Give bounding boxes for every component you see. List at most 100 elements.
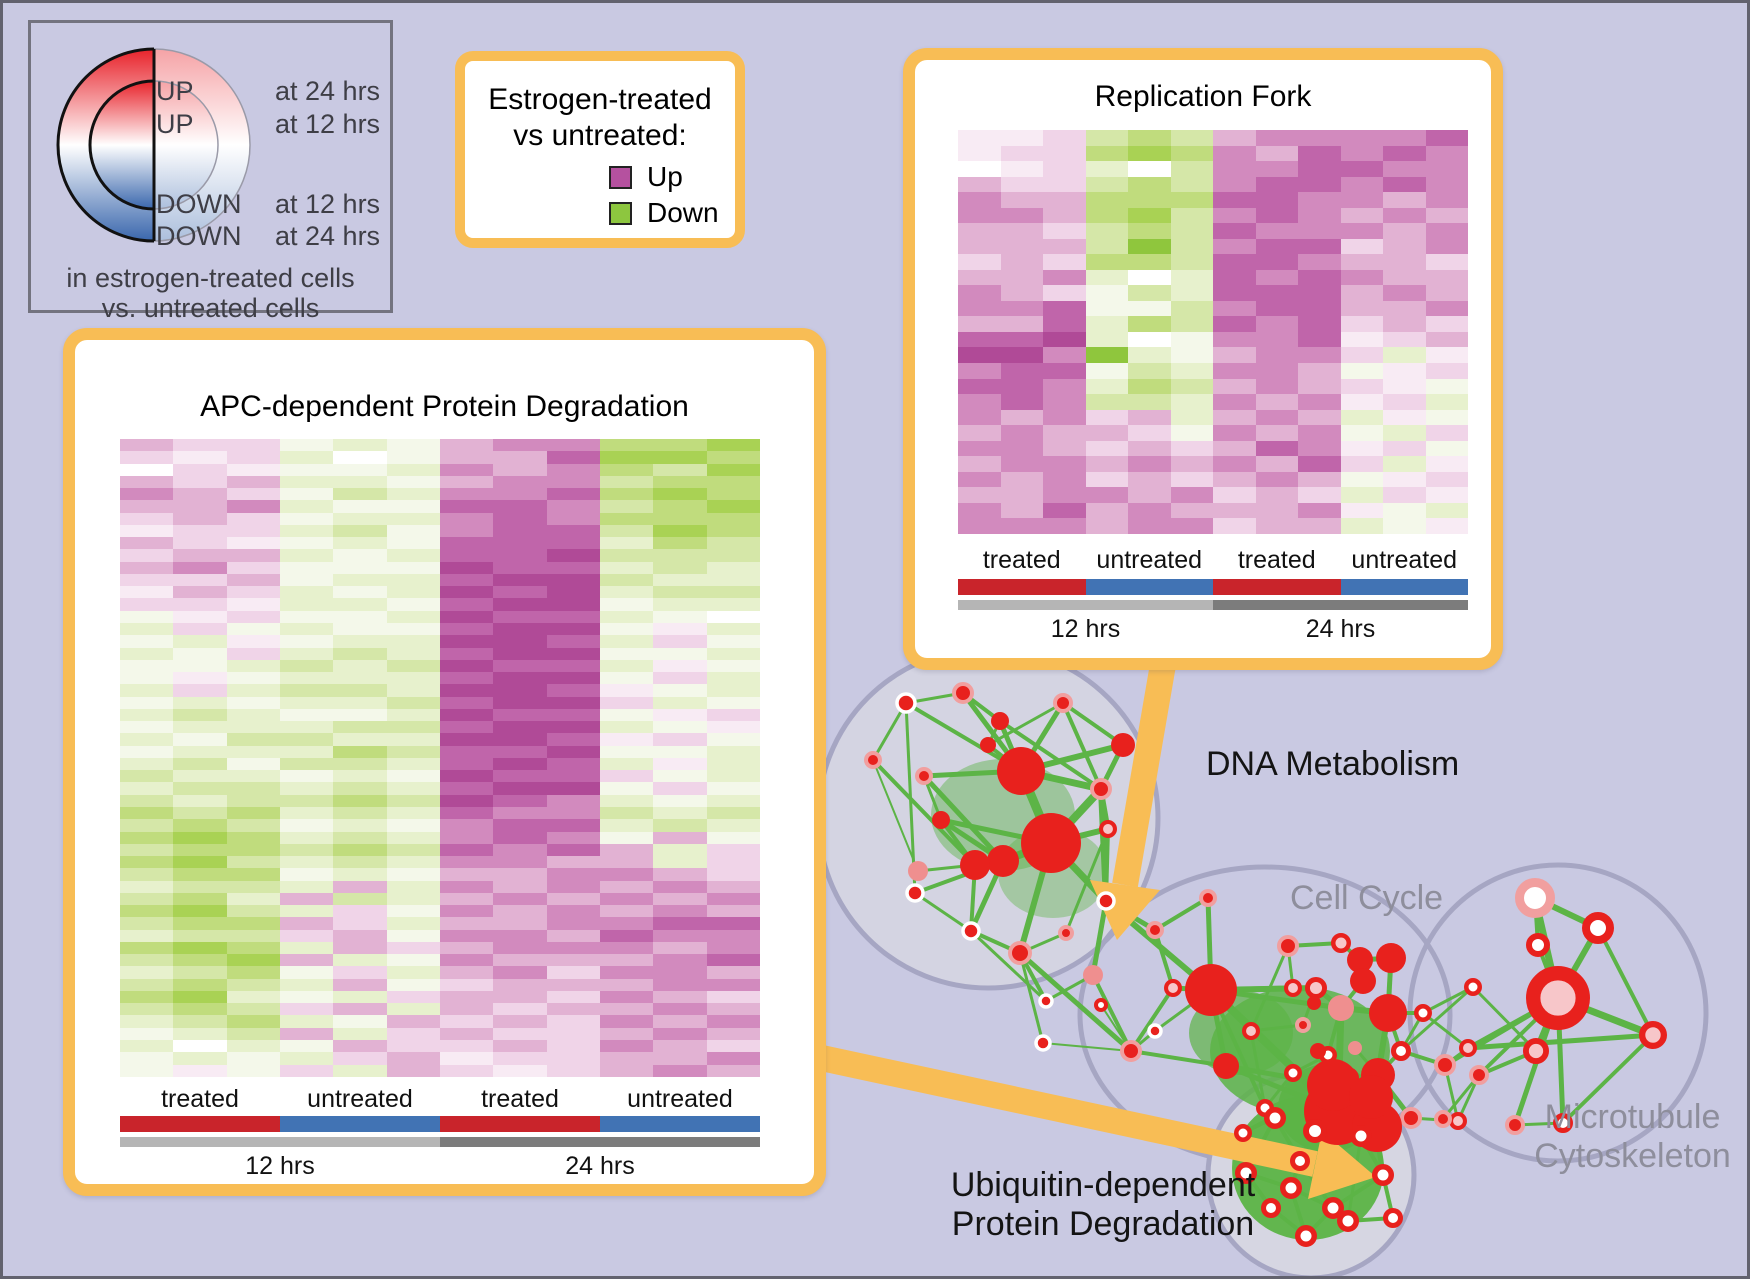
heatmap-cell xyxy=(1255,394,1298,410)
heatmap-cell xyxy=(1213,518,1256,534)
heatmap-cell xyxy=(120,500,174,513)
heatmap-cell xyxy=(546,512,600,525)
heatmap-cell xyxy=(1383,347,1426,363)
network-node xyxy=(1414,1004,1432,1022)
network-node xyxy=(1264,1107,1286,1129)
heatmap-cell xyxy=(493,1040,547,1053)
heatmap-cell xyxy=(706,782,760,795)
heatmap-cell xyxy=(120,512,174,525)
network-node xyxy=(1449,1112,1468,1131)
heatmap-cell xyxy=(1170,394,1213,410)
heatmap-cell xyxy=(279,586,334,599)
heatmap-cell xyxy=(1213,145,1256,162)
heatmap-cell xyxy=(333,696,387,709)
heatmap-cell xyxy=(599,561,654,574)
network-node xyxy=(1459,1039,1478,1058)
heatmap-cell xyxy=(493,819,547,832)
heatmap-cell xyxy=(226,549,280,562)
heatmap-cell xyxy=(493,475,547,489)
heatmap-cell xyxy=(279,488,334,501)
heatmap-cell xyxy=(279,463,334,476)
heatmap-cell xyxy=(706,745,760,758)
network-node xyxy=(1582,912,1614,944)
heatmap-cell xyxy=(226,537,280,550)
heatmap-cell xyxy=(1425,347,1468,363)
heatmap-cell xyxy=(120,696,174,709)
heatmap-cell xyxy=(1425,518,1468,534)
hrs12-bar xyxy=(120,1137,440,1147)
heatmap-cell xyxy=(386,966,440,979)
heatmap-cell xyxy=(386,647,440,660)
heatmap-cell xyxy=(599,917,654,930)
network-edge xyxy=(1249,945,1290,1032)
heatmap-cell xyxy=(279,770,334,783)
heatmap-cell xyxy=(1255,254,1298,270)
heatmap-cell xyxy=(1425,362,1468,379)
heatmap-cell xyxy=(706,598,760,611)
heatmap-cell xyxy=(653,672,707,685)
heatmap-cell xyxy=(173,806,227,820)
heatmap-cell xyxy=(1043,518,1086,534)
heatmap-cell xyxy=(386,561,440,574)
treatment-color-bars xyxy=(120,1116,760,1132)
heatmap-cell xyxy=(958,145,1001,162)
heatmap-cell xyxy=(333,733,387,746)
heatmap-cell xyxy=(493,488,547,501)
heatmap-cell xyxy=(1085,176,1128,193)
down-label: Down xyxy=(647,197,719,228)
heatmap-cell xyxy=(1128,471,1171,488)
heatmap-cell xyxy=(333,573,387,587)
heatmap-cell xyxy=(1383,425,1426,441)
heatmap-cell xyxy=(1383,269,1426,286)
heatmap-cell xyxy=(599,549,654,562)
time-color-bars xyxy=(958,600,1468,610)
heatmap-cell xyxy=(1383,362,1426,379)
heatmap-cell xyxy=(599,684,654,697)
heatmap-cell xyxy=(386,782,440,795)
heatmap-cell xyxy=(333,806,387,820)
heatmap-cell xyxy=(226,1003,280,1016)
heatmap-cell xyxy=(653,721,707,734)
heatmap-cell xyxy=(439,794,494,807)
heatmap-cell xyxy=(958,176,1001,193)
heatmap-cell xyxy=(226,488,280,501)
heatmap-cell xyxy=(120,843,174,857)
heatmap-cell xyxy=(386,721,440,734)
treated-bar xyxy=(440,1116,600,1132)
legend-up-row: Up xyxy=(609,161,683,192)
heatmap-cell xyxy=(439,782,494,795)
network-node xyxy=(864,751,882,769)
heatmap-cell xyxy=(120,684,174,697)
heatmap-cell xyxy=(439,917,494,930)
heatmap-cell xyxy=(226,721,280,734)
heatmap-cell xyxy=(653,954,707,967)
heatmap-cell xyxy=(120,647,174,660)
untreated-bar xyxy=(1085,579,1213,595)
heatmap-cell xyxy=(599,757,654,771)
heatmap-cell xyxy=(546,622,600,636)
heatmap-cell xyxy=(439,905,494,918)
heatmap-cell xyxy=(120,708,174,722)
heatmap-cell xyxy=(279,782,334,795)
heatmap-cell xyxy=(706,892,760,906)
network-node xyxy=(1350,1125,1372,1147)
heatmap-cell xyxy=(599,610,654,623)
network-node xyxy=(1038,993,1054,1009)
heatmap-cell xyxy=(706,941,760,955)
heatmap-cell xyxy=(1255,130,1298,146)
network-node xyxy=(1523,1038,1550,1065)
heatmap-cell xyxy=(653,635,707,648)
heatmap-cell xyxy=(1340,518,1383,534)
heatmap-cell xyxy=(1255,347,1298,363)
heatmap-cell xyxy=(173,905,227,918)
heatmap-cell xyxy=(599,708,654,722)
heatmap-cell xyxy=(226,1064,280,1077)
heatmap-cell xyxy=(1085,378,1128,395)
heatmap-cell xyxy=(226,941,280,955)
heatmap-cell xyxy=(226,635,280,648)
heatmap-cell xyxy=(1340,161,1383,177)
network-edge xyxy=(1422,985,1474,1015)
heatmap-cell xyxy=(1340,223,1383,239)
heatmap-cell xyxy=(333,451,387,464)
heatmap-cell xyxy=(653,843,707,857)
